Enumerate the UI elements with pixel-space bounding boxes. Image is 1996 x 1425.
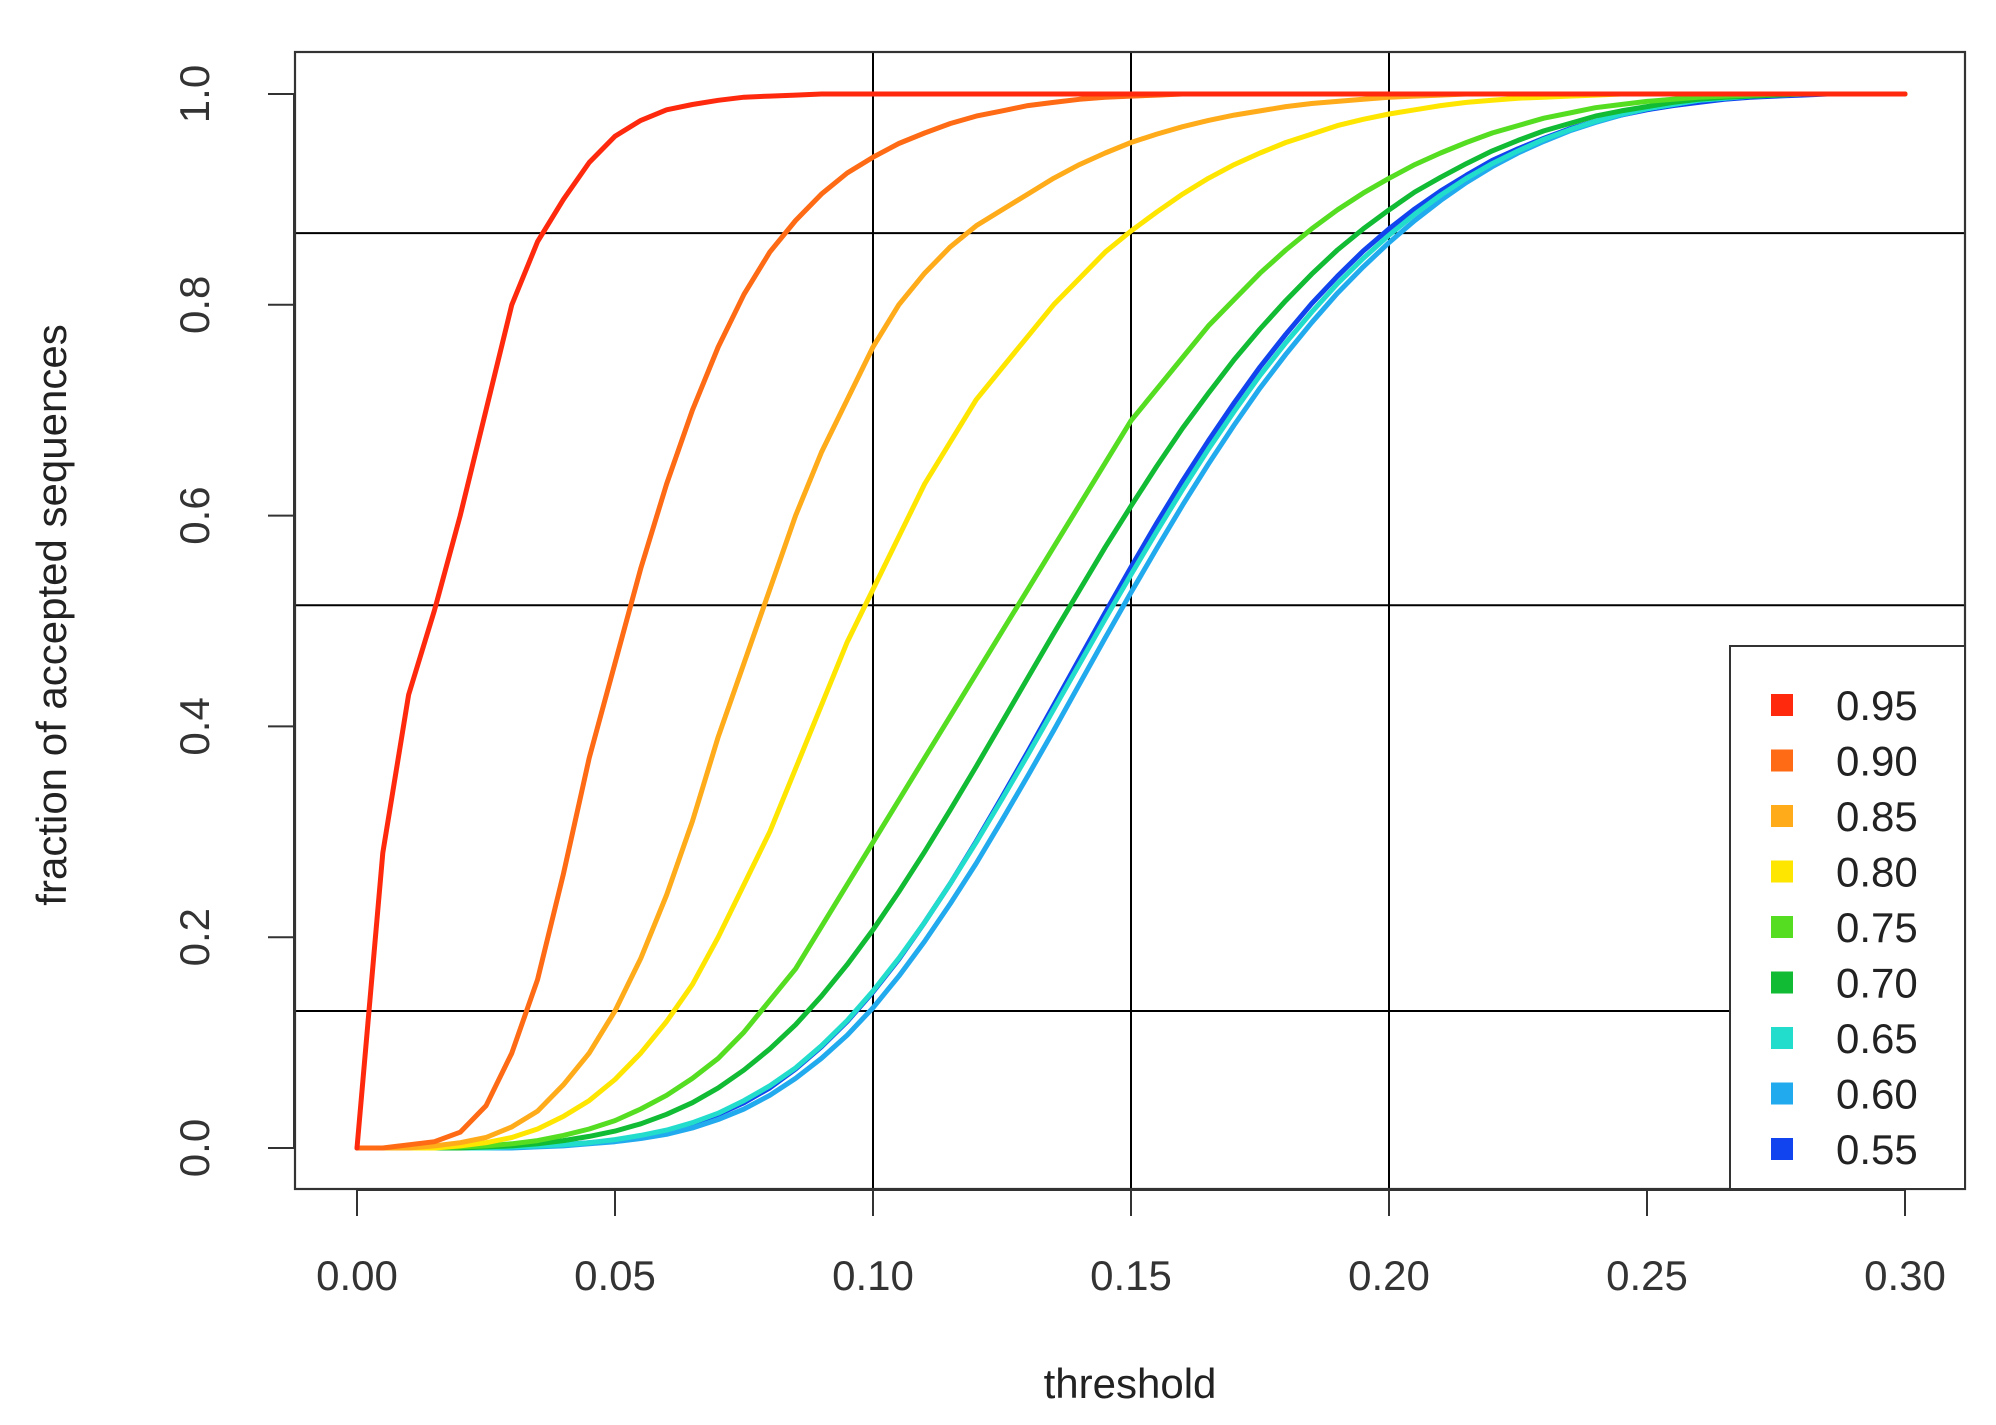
y-tick-label: 0.8 [171,276,218,334]
legend-label: 0.75 [1836,904,1918,951]
legend-swatch [1771,749,1793,772]
legend: 0.95 0.90 0.85 0.80 0.75 0.70 0.65 0.60 0.55 [1729,645,1966,1190]
y-tick-label: 0.6 [171,486,218,544]
legend-swatch [1771,1027,1793,1049]
legend-label: 0.55 [1836,1126,1918,1173]
series-line-0.95 [354,91,1908,1151]
y-tick-label: 0.4 [171,697,218,755]
y-axis-label: fraction of accepted sequences [28,324,75,905]
y-axis: 0.0 0.2 0.4 0.6 0.8 1.0 [171,65,295,1177]
x-tick-label: 0.05 [574,1252,656,1299]
x-tick-label: 0.30 [1864,1252,1946,1299]
x-tick-label: 0.00 [316,1252,398,1299]
legend-label: 0.95 [1836,682,1918,729]
y-tick-label: 0.2 [171,908,218,966]
y-tick-label: 0.0 [171,1119,218,1177]
series-layer [354,91,1908,1151]
x-tick-label: 0.25 [1606,1252,1688,1299]
legend-label: 0.85 [1836,793,1918,840]
series-line-0.75 [354,91,1908,1151]
legend-swatch [1771,971,1793,994]
legend-label: 0.60 [1836,1071,1918,1118]
legend-label: 0.80 [1836,849,1918,896]
y-tick-label: 1.0 [171,65,218,123]
series-line-0.70 [354,91,1908,1151]
legend-label: 0.65 [1836,1015,1918,1062]
x-axis-label: threshold [1044,1360,1217,1407]
legend-swatch [1771,694,1793,716]
x-tick-label: 0.20 [1348,1252,1430,1299]
legend-swatch [1771,1082,1793,1105]
x-tick-label: 0.15 [1090,1252,1172,1299]
legend-swatch [1771,860,1793,883]
legend-swatch [1771,1138,1793,1160]
x-tick-label: 0.10 [832,1252,914,1299]
legend-label: 0.70 [1836,960,1918,1007]
x-axis: 0.00 0.05 0.10 0.15 0.20 0.25 0.30 [316,1189,1946,1299]
legend-label: 0.90 [1836,738,1918,785]
legend-box [1729,645,1966,1190]
legend-swatch [1771,805,1793,827]
legend-swatch [1771,916,1793,938]
